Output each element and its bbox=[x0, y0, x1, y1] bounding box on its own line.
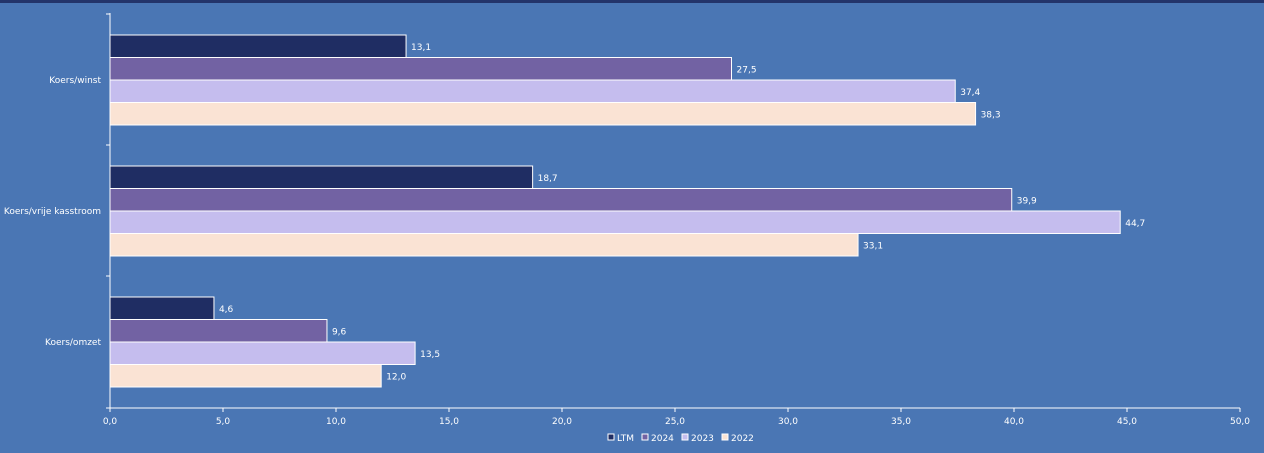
data-label: 44,7 bbox=[1125, 219, 1145, 229]
data-label: 38,3 bbox=[981, 110, 1001, 120]
x-tick-label: 45,0 bbox=[1117, 417, 1137, 427]
x-tick-label: 15,0 bbox=[439, 417, 459, 427]
bar-2024 bbox=[109, 188, 1013, 212]
x-tick-label: 50,0 bbox=[1230, 417, 1250, 427]
x-tick-label: 35,0 bbox=[891, 417, 911, 427]
legend-label: 2024 bbox=[651, 434, 674, 444]
category-label: Koers/vrije kasstroom bbox=[4, 207, 101, 217]
bar-2022 bbox=[109, 364, 382, 388]
x-tick-label: 10,0 bbox=[326, 417, 346, 427]
bar-2022 bbox=[109, 233, 859, 257]
x-tick-label: 30,0 bbox=[778, 417, 798, 427]
bar-2023 bbox=[109, 341, 416, 365]
category-label: Koers/winst bbox=[49, 76, 101, 86]
data-label: 27,5 bbox=[737, 65, 757, 75]
legend-swatch-2022 bbox=[721, 433, 729, 441]
legend-label: LTM bbox=[617, 434, 634, 444]
legend-swatch-ltm bbox=[607, 433, 615, 441]
legend-swatch-2023 bbox=[681, 433, 689, 441]
bar-ltm bbox=[109, 34, 407, 58]
bar-2023 bbox=[109, 79, 956, 103]
category-label: Koers/omzet bbox=[45, 338, 101, 348]
legend-label: 2023 bbox=[691, 434, 714, 444]
x-tick-label: 20,0 bbox=[552, 417, 572, 427]
bar-2023 bbox=[109, 210, 1121, 234]
legend-label: 2022 bbox=[731, 434, 754, 444]
bar-2024 bbox=[109, 57, 732, 81]
x-tick-label: 5,0 bbox=[216, 417, 231, 427]
data-label: 33,1 bbox=[863, 241, 883, 251]
x-tick-label: 40,0 bbox=[1004, 417, 1024, 427]
x-tick-label: 0,0 bbox=[103, 417, 118, 427]
bar-ltm bbox=[109, 165, 534, 189]
data-label: 12,0 bbox=[386, 372, 406, 382]
data-label: 4,6 bbox=[219, 305, 234, 315]
data-label: 37,4 bbox=[960, 88, 980, 98]
data-label: 13,5 bbox=[420, 350, 440, 360]
legend-swatch-2024 bbox=[641, 433, 649, 441]
data-label: 13,1 bbox=[411, 43, 431, 53]
bar-2024 bbox=[109, 319, 328, 343]
x-tick-label: 25,0 bbox=[665, 417, 685, 427]
data-label: 18,7 bbox=[538, 174, 558, 184]
data-label: 9,6 bbox=[332, 327, 347, 337]
data-label: 39,9 bbox=[1017, 196, 1037, 206]
bar-ltm bbox=[109, 296, 215, 320]
top-border bbox=[0, 0, 1264, 3]
bar-2022 bbox=[109, 102, 977, 126]
